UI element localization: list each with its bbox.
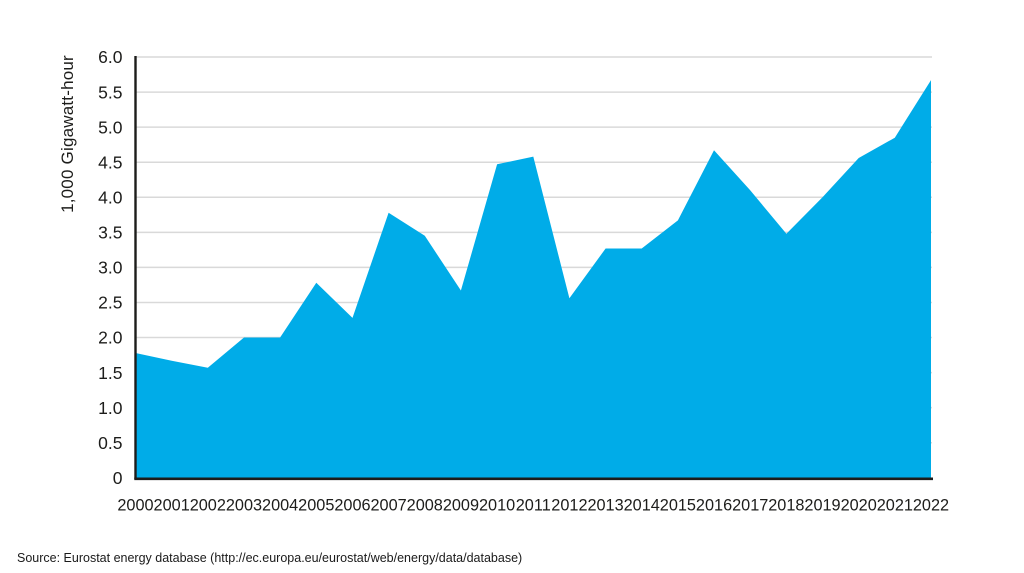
x-tick-label: 2013 (587, 497, 623, 515)
y-tick-label: 1.5 (98, 363, 122, 383)
area-series (135, 80, 931, 478)
y-tick-label: 6.0 (98, 47, 123, 67)
x-tick-label: 2010 (479, 497, 515, 515)
y-tick-label: 4.5 (98, 152, 122, 172)
x-tick-label: 2015 (660, 497, 696, 515)
x-tick-label: 2022 (913, 497, 949, 515)
x-tick-label: 2011 (516, 497, 551, 515)
y-tick-label: 5.0 (98, 117, 123, 137)
x-tick-label: 2005 (298, 497, 334, 515)
x-tick-label: 2020 (841, 497, 877, 515)
x-tick-label: 2018 (768, 497, 804, 515)
x-tick-label: 2004 (262, 497, 298, 515)
x-tick-label: 2006 (334, 497, 370, 515)
x-tick-label: 2012 (551, 497, 587, 515)
y-tick-label: 5.5 (98, 82, 122, 102)
x-tick-label: 2002 (190, 497, 226, 515)
x-tick-label: 2019 (804, 497, 840, 515)
x-tick-label: 2017 (732, 497, 768, 515)
y-tick-label: 4.0 (98, 187, 123, 207)
x-tick-label: 2009 (443, 497, 479, 515)
y-tick-label: 3.5 (98, 223, 122, 243)
x-tick-label: 2001 (154, 497, 190, 515)
x-tick-label: 2003 (226, 497, 262, 515)
x-tick-label: 2014 (624, 497, 660, 515)
y-tick-label: 0 (113, 468, 123, 488)
source-note: Source: Eurostat energy database (http:/… (17, 551, 523, 565)
y-tick-label: 2.5 (98, 293, 122, 313)
x-tick-label: 2007 (370, 497, 406, 515)
x-tick-label: 2000 (117, 497, 153, 515)
x-tick-label: 2021 (877, 497, 913, 515)
x-tick-label: 2016 (696, 497, 732, 515)
area-chart: 0 0.5 1.0 1.5 2.0 2.5 3.0 3.5 4.0 4.5 5.0 5.5 6.0 200… (98, 47, 949, 515)
y-tick-label: 0.5 (98, 433, 122, 453)
y-tick-label: 1.0 (98, 398, 123, 418)
x-tick-label: 2008 (407, 497, 443, 515)
y-tick-label: 3.0 (98, 258, 123, 278)
y-tick-label: 2.0 (98, 328, 123, 348)
